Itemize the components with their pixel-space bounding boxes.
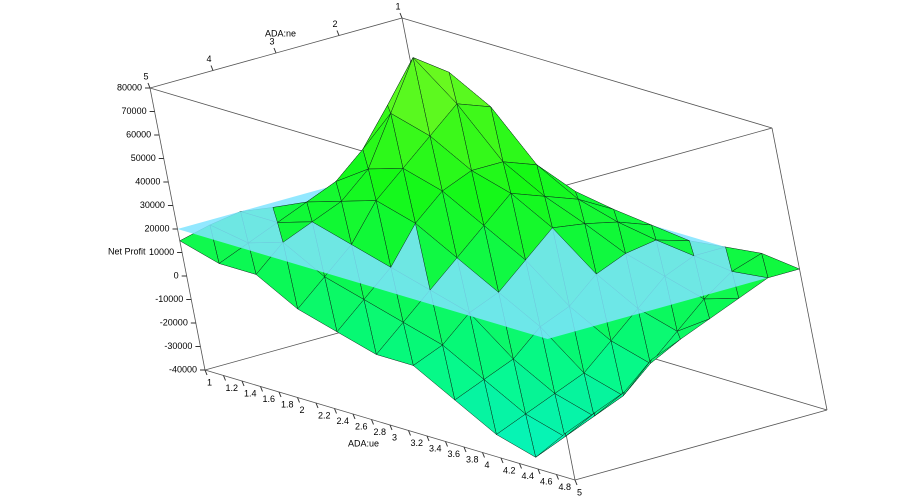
x-tick (334, 408, 337, 414)
surface-facet (552, 223, 597, 275)
x-tick (278, 391, 282, 398)
z-tick-label: 40000 (135, 176, 160, 186)
x-tick-label: 4.6 (540, 476, 553, 486)
surface-facet (415, 223, 458, 291)
x-tick-label: 2.8 (374, 427, 387, 437)
surface-facet (218, 242, 257, 275)
x-tick-label: 3.4 (429, 443, 442, 453)
surface-facet (336, 299, 377, 355)
box-edge (401, 17, 773, 129)
surface-facet (731, 253, 769, 279)
x-tick (482, 452, 485, 458)
x-tick-label: 4.2 (503, 465, 516, 475)
x-tick-label: 2 (300, 405, 305, 415)
y-tick (336, 30, 340, 36)
box-edge (574, 409, 828, 481)
x-tick-label: 4.8 (559, 482, 572, 492)
x-tick (352, 413, 356, 420)
x-tick-label: 1 (207, 377, 212, 387)
x-tick (426, 435, 430, 442)
x-tick (408, 430, 411, 436)
y-tick (273, 47, 277, 54)
y-tick-label: 3 (269, 36, 274, 46)
x-tick (315, 402, 319, 409)
x-tick (537, 468, 541, 475)
x-tick (241, 380, 245, 387)
z-tick-label: -10000 (155, 294, 183, 304)
y-tick-label: 5 (143, 71, 148, 81)
x-tick (445, 441, 448, 447)
x-tick (500, 457, 504, 464)
x-tick (389, 424, 393, 431)
x-tick-label: 4 (485, 460, 490, 470)
x-tick (463, 446, 467, 453)
surface-facet (376, 322, 414, 366)
x-tick-label: 3.6 (448, 449, 461, 459)
z-tick-label: 80000 (117, 82, 142, 92)
surface-facet (277, 221, 313, 243)
x-tick-label: 1.8 (281, 399, 294, 409)
surface-facet (311, 201, 352, 245)
x-tick-label: 1.4 (244, 388, 257, 398)
z-axis-title: Net Profit (108, 246, 146, 256)
y-tick (399, 12, 403, 19)
surface-facet (456, 225, 499, 293)
x-tick (297, 397, 300, 403)
x-tick (519, 463, 522, 469)
y-tick-label: 4 (206, 54, 211, 64)
x-tick (574, 479, 578, 486)
x-tick (371, 419, 374, 425)
x-tick-label: 2.2 (318, 410, 331, 420)
surface-facet (255, 242, 298, 310)
x-tick-label: 1.2 (226, 383, 239, 393)
surface-facet (703, 298, 740, 320)
x-tick-label: 3.2 (411, 438, 424, 448)
surface-facet (351, 200, 392, 268)
x-axis-title: ADA:ue (348, 438, 379, 448)
z-tick-label: 10000 (149, 247, 174, 257)
y-tick (147, 82, 151, 89)
y-axis-title: ADA:ne (265, 28, 296, 38)
surface-facet (651, 224, 690, 241)
surface-facet (297, 276, 338, 333)
surface-facet (496, 413, 536, 458)
x-tick-label: 5 (577, 487, 582, 497)
y-tick-label: 2 (332, 19, 337, 29)
z-tick-label: -40000 (169, 364, 197, 374)
z-tick-label: -30000 (164, 341, 192, 351)
x-tick (223, 375, 226, 381)
y-tick-label: 1 (395, 1, 400, 11)
surface-facet (655, 239, 695, 257)
x-tick-label: 2.6 (355, 421, 368, 431)
x-tick (204, 369, 208, 376)
x-tick (260, 386, 263, 392)
axes: -40000 -30000 -20000 -10000 0 10000 20000 30000… (117, 1, 582, 497)
surface-facet (454, 379, 497, 435)
x-tick-label: 4.4 (522, 471, 535, 481)
z-tick-label: 30000 (140, 200, 165, 210)
surface-facet (413, 344, 456, 401)
x-tick-label: 3 (392, 432, 397, 442)
z-tick-label: 50000 (131, 153, 156, 163)
surface-facet (535, 432, 567, 458)
x-tick (556, 474, 559, 480)
x-tick-label: 3.8 (466, 454, 479, 464)
z-tick-label: 60000 (126, 129, 151, 139)
x-tick-label: 2.4 (337, 416, 350, 426)
y-tick (210, 65, 214, 71)
z-tick-label: -20000 (160, 317, 188, 327)
x-tick-label: 1.6 (263, 394, 276, 404)
z-tick-label: 20000 (144, 223, 169, 233)
z-tick-label: 70000 (122, 106, 147, 116)
z-tick-label: 0 (174, 270, 179, 280)
surface (177, 57, 800, 458)
